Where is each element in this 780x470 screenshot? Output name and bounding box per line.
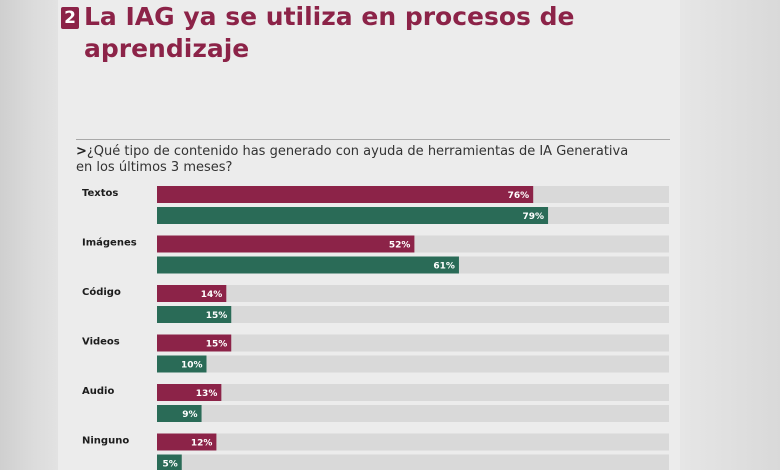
value-label: 5% bbox=[162, 460, 177, 470]
value-label: 15% bbox=[206, 311, 228, 321]
bar-track bbox=[157, 433, 669, 451]
bar-track bbox=[157, 285, 669, 302]
value-label: 9% bbox=[182, 410, 197, 420]
bar-track bbox=[157, 405, 669, 422]
bar-ninguno-series-2 bbox=[157, 454, 182, 470]
bar-audio-series-2 bbox=[157, 405, 202, 422]
category-label-textos: Textos bbox=[82, 188, 118, 199]
bar-ninguno-series-1 bbox=[157, 433, 217, 451]
page-title: La IAG ya se utiliza en procesos de apre… bbox=[84, 2, 575, 63]
value-label: 10% bbox=[181, 361, 203, 371]
bar-track bbox=[157, 306, 669, 323]
value-label: 76% bbox=[508, 191, 530, 201]
category-label-ninguno: Ninguno bbox=[82, 436, 129, 447]
bar-audio-series-1 bbox=[157, 384, 222, 401]
question-text: >¿Qué tipo de contenido has generado con… bbox=[76, 144, 636, 176]
question-label: ¿Qué tipo de contenido has generado con … bbox=[76, 144, 629, 175]
category-label-audio: Audio bbox=[82, 386, 114, 397]
section-number-badge: 2 bbox=[61, 7, 79, 29]
category-label-imagenes: Imágenes bbox=[82, 237, 137, 249]
bar-track bbox=[157, 334, 669, 352]
category-label-codigo: Código bbox=[82, 286, 121, 298]
bar-track bbox=[157, 384, 669, 401]
value-label: 52% bbox=[389, 241, 411, 251]
bar-textos-series-2 bbox=[157, 207, 549, 224]
value-label: 14% bbox=[201, 290, 223, 300]
value-label: 15% bbox=[206, 340, 228, 350]
chevron-right-icon: > bbox=[76, 144, 87, 159]
bar-codigo-series-2 bbox=[157, 306, 232, 323]
bar-track bbox=[157, 355, 669, 373]
bar-imagenes-series-2 bbox=[157, 256, 459, 274]
bar-videos-series-1 bbox=[157, 334, 232, 352]
bar-codigo-series-1 bbox=[157, 285, 227, 302]
category-label-videos: Videos bbox=[82, 337, 120, 348]
value-label: 12% bbox=[191, 439, 213, 449]
value-label: 79% bbox=[523, 212, 545, 222]
bar-videos-series-2 bbox=[157, 355, 207, 373]
bar-textos-series-1 bbox=[157, 186, 534, 203]
left-margin-background bbox=[0, 0, 58, 470]
value-label: 61% bbox=[433, 262, 455, 272]
value-label: 13% bbox=[196, 389, 218, 399]
bar-track bbox=[157, 454, 669, 470]
divider-line bbox=[76, 139, 670, 140]
bar-imagenes-series-1 bbox=[157, 235, 415, 253]
right-margin-background bbox=[680, 0, 780, 470]
